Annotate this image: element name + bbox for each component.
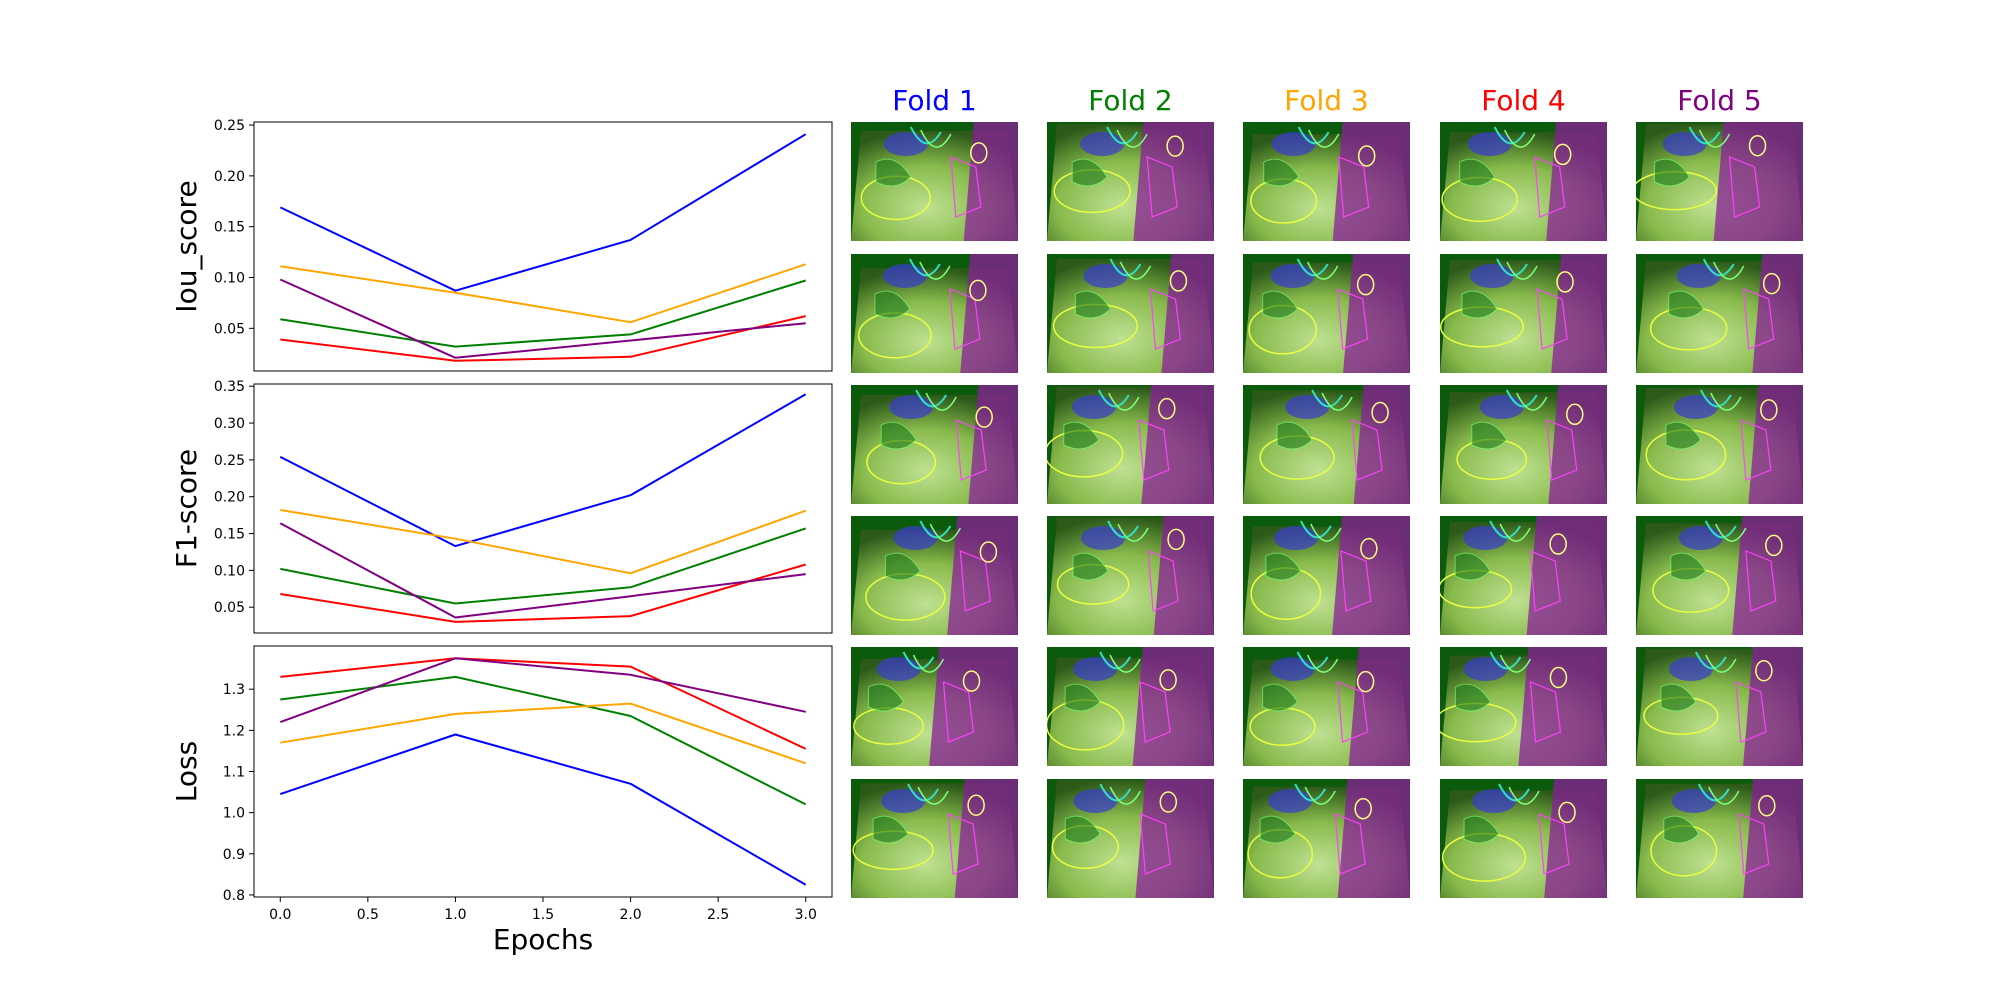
- x-tick-label: 0.0: [269, 907, 291, 923]
- series-line-5: [279, 522, 806, 619]
- series-line-4: [280, 315, 806, 362]
- x-tick-label: 2.5: [707, 907, 729, 923]
- series-line-1: [279, 133, 807, 292]
- segmentation-image-r1-c1: [851, 122, 1018, 241]
- series-line-3: [280, 263, 807, 324]
- segmentation-image-r3-c3: [1243, 385, 1410, 504]
- x-tick-label: 0.5: [357, 907, 379, 923]
- segmentation-image-r6-c3: [1243, 779, 1410, 898]
- segmentation-image-r4-c1: [851, 516, 1018, 635]
- y-tick-label: 0.05: [214, 321, 245, 337]
- segmentation-image-r6-c4: [1440, 779, 1607, 898]
- chart-panel-1: 0.05 0.10 0.15 0.20 0.25 Iou_score: [170, 118, 833, 372]
- segmentation-image-r6-c2: [1047, 779, 1214, 898]
- segmentation-image-r2-c4: [1440, 254, 1607, 373]
- series-line-2: [280, 527, 807, 605]
- segmentation-image-r6-c5: [1636, 779, 1803, 898]
- fold-2-title: Fold 2: [1088, 84, 1173, 117]
- series-line-5: [279, 278, 806, 359]
- x-tick-label: 1.5: [532, 907, 554, 923]
- segmentation-image-r4-c4: [1440, 516, 1607, 635]
- series-line-4: [280, 563, 806, 623]
- segmentation-image-r6-c1: [851, 779, 1018, 898]
- segmentation-image-r1-c3: [1243, 122, 1410, 241]
- segmentation-image-r3-c1: [851, 385, 1018, 504]
- segmentation-image-r1-c2: [1047, 122, 1214, 241]
- segmentation-image-r1-c5: [1636, 122, 1803, 241]
- y-tick-label: 0.20: [214, 169, 245, 185]
- y-tick-label: 0.8: [223, 888, 245, 904]
- fold-5-title: Fold 5: [1677, 84, 1762, 117]
- y-axis-label: Loss: [170, 741, 203, 802]
- series-line-4: [280, 657, 807, 750]
- y-tick-label: 0.15: [214, 220, 245, 236]
- y-tick-label: 1.0: [223, 806, 245, 822]
- y-tick-label: 0.25: [214, 453, 245, 469]
- segmentation-image-r4-c2: [1047, 516, 1214, 635]
- series-line-5: [279, 657, 806, 724]
- chart-panel-2: 0.05 0.10 0.15 0.20 0.25 0.30 0.35 F1-score: [170, 379, 833, 634]
- y-tick-label: 0.9: [223, 847, 245, 863]
- axes-frame: [253, 645, 833, 898]
- series-line-1: [279, 393, 807, 548]
- y-tick-label: 0.25: [214, 118, 245, 134]
- y-axis-label: F1-score: [170, 449, 203, 568]
- y-tick-label: 1.1: [223, 765, 245, 781]
- axes-frame: [253, 121, 833, 372]
- x-tick-label: 3.0: [795, 907, 817, 923]
- y-tick-label: 1.3: [223, 682, 245, 698]
- segmentation-image-r4-c3: [1243, 516, 1410, 635]
- fold-4-title: Fold 4: [1481, 84, 1566, 117]
- fold-1-title: Fold 1: [892, 84, 977, 117]
- segmentation-image-r5-c1: [851, 647, 1018, 766]
- y-tick-label: 0.15: [214, 527, 245, 543]
- segmentation-image-r5-c2: [1047, 647, 1214, 766]
- segmentation-image-r3-c4: [1440, 385, 1607, 504]
- y-tick-label: 0.10: [214, 563, 245, 579]
- y-tick-label: 0.30: [214, 416, 245, 432]
- fold-3-title: Fold 3: [1284, 84, 1369, 117]
- segmentation-image-r2-c1: [851, 254, 1018, 373]
- y-tick-label: 0.10: [214, 270, 245, 286]
- x-tick-label: 1.0: [444, 907, 466, 923]
- segmentation-image-r3-c5: [1636, 385, 1803, 504]
- y-tick-label: 1.2: [223, 723, 245, 739]
- y-axis-label: Iou_score: [170, 180, 203, 312]
- axes-frame: [253, 383, 833, 634]
- series-line-2: [280, 675, 807, 806]
- segmentation-image-r5-c3: [1243, 647, 1410, 766]
- segmentation-image-r4-c5: [1636, 516, 1803, 635]
- y-tick-label: 0.05: [214, 600, 245, 616]
- series-line-3: [280, 509, 807, 575]
- series-line-3: [280, 702, 807, 765]
- segmentation-image-r1-c4: [1440, 122, 1607, 241]
- series-line-2: [280, 279, 806, 348]
- chart-panel-3: 0.8 0.9 1.0 1.1 1.2 1.3 0.0 0.5 1.0 1.5 2.0 2.5 3.0 L…: [170, 645, 833, 956]
- y-tick-label: 0.20: [214, 490, 245, 506]
- segmentation-image-r2-c3: [1243, 254, 1410, 373]
- series-line-1: [279, 733, 807, 886]
- x-axis-label: Epochs: [493, 923, 593, 956]
- x-tick-label: 2.0: [619, 907, 641, 923]
- segmentation-image-r5-c4: [1440, 647, 1607, 766]
- segmentation-image-r2-c2: [1047, 254, 1214, 373]
- segmentation-image-r3-c2: [1047, 385, 1214, 504]
- segmentation-image-r2-c5: [1636, 254, 1803, 373]
- y-tick-label: 0.35: [214, 379, 245, 395]
- segmentation-image-r5-c5: [1636, 647, 1803, 766]
